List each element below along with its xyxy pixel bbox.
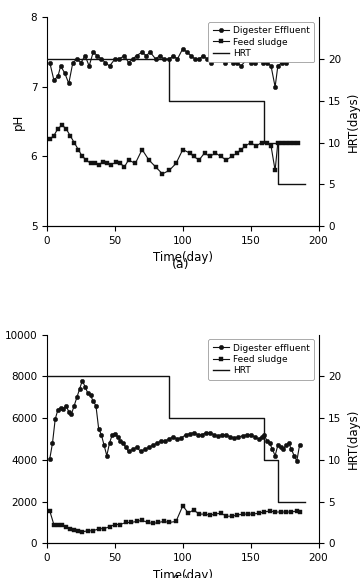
Legend: Digester Effluent, Feed sludge, HRT: Digester Effluent, Feed sludge, HRT xyxy=(208,22,314,62)
Text: (b): (b) xyxy=(172,575,190,578)
Legend: Digester effluent, Feed sludge, HRT: Digester effluent, Feed sludge, HRT xyxy=(208,339,314,380)
Text: (a): (a) xyxy=(172,258,190,271)
X-axis label: Time(day): Time(day) xyxy=(153,251,213,264)
Y-axis label: pH: pH xyxy=(12,113,25,130)
Y-axis label: HRT(days): HRT(days) xyxy=(347,91,360,152)
Y-axis label: HRT(days): HRT(days) xyxy=(347,409,360,469)
X-axis label: Time(day): Time(day) xyxy=(153,569,213,578)
